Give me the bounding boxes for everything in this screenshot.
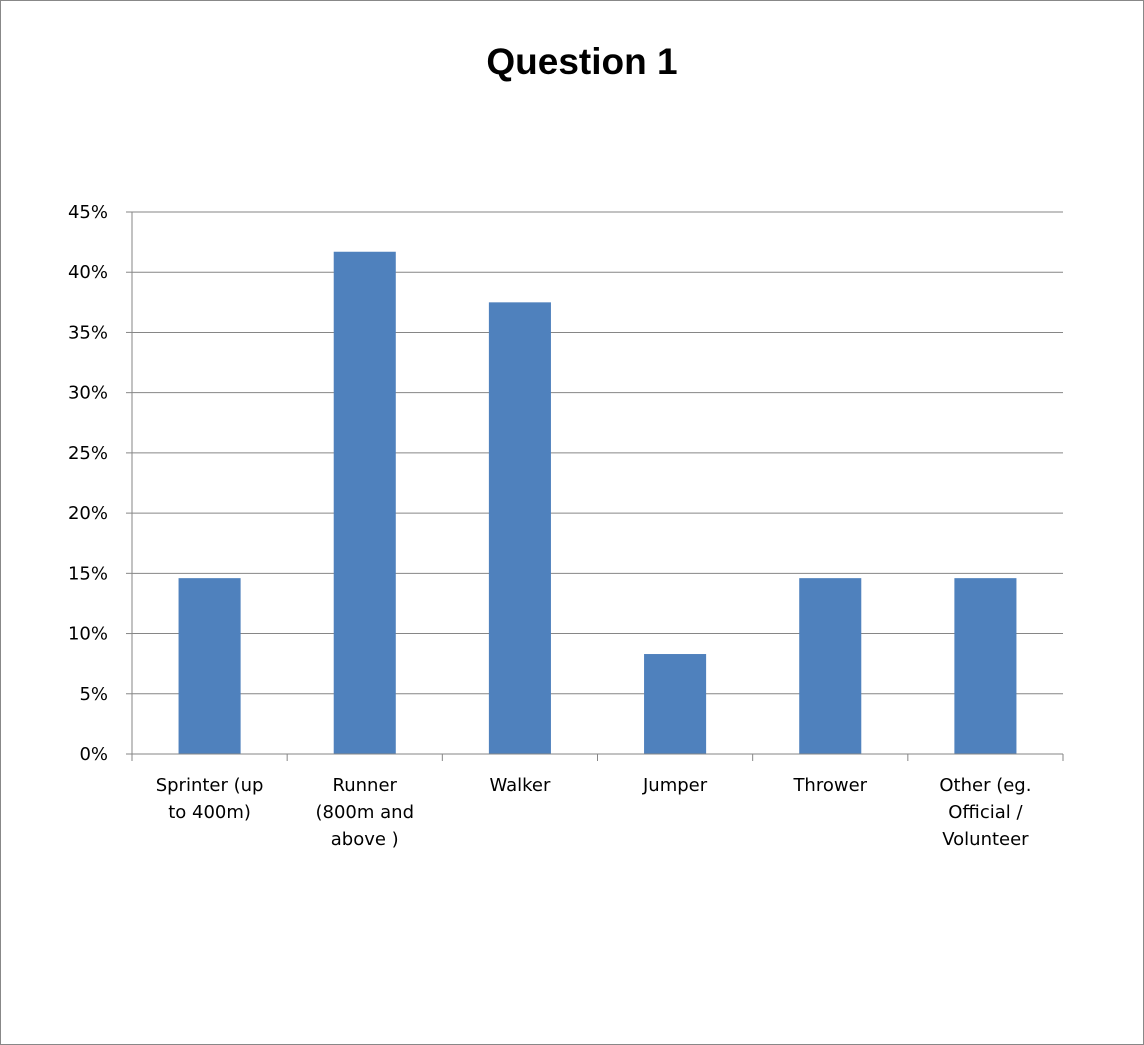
y-tick-label: 10% bbox=[68, 624, 108, 645]
x-category-label-line: Walker bbox=[489, 775, 551, 796]
bar bbox=[644, 654, 707, 754]
x-category-label-line: Sprinter (up bbox=[156, 775, 264, 796]
x-axis-category-labels: Sprinter (up to 400m) Runner (800m and above… bbox=[156, 775, 1032, 850]
x-category-label: Walker bbox=[489, 775, 551, 796]
x-category-label: Other (eg. Official / Volunteer bbox=[939, 775, 1031, 850]
gridlines bbox=[132, 211, 1063, 695]
x-category-label-line: Volunteer bbox=[942, 829, 1029, 850]
x-category-label: Sprinter (up to 400m) bbox=[156, 775, 264, 823]
chart-title: Question 1 bbox=[486, 41, 677, 82]
bar bbox=[799, 578, 862, 754]
y-tick-label: 40% bbox=[68, 262, 108, 283]
x-category-label-line: Official / bbox=[948, 802, 1023, 823]
y-tick-label: 5% bbox=[79, 684, 108, 705]
x-category-label: Thrower bbox=[792, 775, 867, 796]
y-tick-label: 20% bbox=[68, 503, 108, 524]
y-tick-label: 30% bbox=[68, 383, 108, 404]
x-category-label: Jumper bbox=[642, 775, 708, 796]
x-category-label-line: Thrower bbox=[792, 775, 867, 796]
bar bbox=[954, 578, 1017, 754]
x-category-label-line: above ) bbox=[331, 829, 399, 850]
x-category-label-line: Jumper bbox=[642, 775, 708, 796]
y-tick-label: 45% bbox=[68, 202, 108, 223]
y-axis-tick-labels: 0% 5% 10% 15% 20% 25% 30% 35% 40% 45% bbox=[68, 202, 108, 765]
y-tick-label: 0% bbox=[79, 744, 108, 765]
bars bbox=[178, 251, 1017, 754]
bar bbox=[178, 578, 241, 754]
x-category-label-line: Runner bbox=[333, 775, 398, 796]
bar bbox=[333, 251, 396, 754]
y-tick-label: 35% bbox=[68, 322, 108, 343]
x-category-label: Runner (800m and above ) bbox=[316, 775, 415, 850]
x-category-label-line: to 400m) bbox=[168, 802, 251, 823]
bar bbox=[488, 302, 551, 754]
axes bbox=[126, 211, 1064, 761]
x-category-label-line: Other (eg. bbox=[939, 775, 1031, 796]
y-tick-label: 15% bbox=[68, 563, 108, 584]
y-tick-label: 25% bbox=[68, 443, 108, 464]
x-category-label-line: (800m and bbox=[316, 802, 415, 823]
